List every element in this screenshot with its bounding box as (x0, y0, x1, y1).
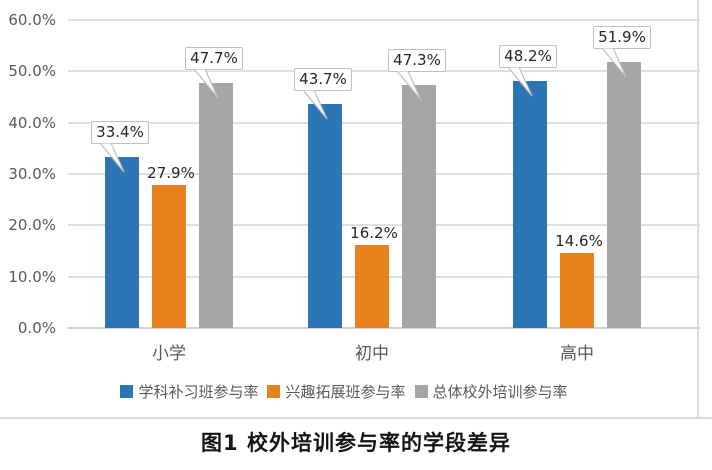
bar (105, 156, 139, 328)
data-label-callout: 47.3% (388, 49, 446, 73)
y-axis-tick-label: 60.0% (8, 11, 56, 29)
y-axis-tick-label: 10.0% (8, 267, 56, 286)
figure-caption: 图1 校外培训参与率的学段差异 (201, 431, 511, 455)
legend-item: 总体校外培训参与率 (414, 381, 568, 402)
data-label-callout: 51.9% (593, 25, 651, 49)
legend-label: 学科补习班参与率 (138, 383, 259, 401)
gridline (68, 327, 700, 329)
bar (355, 244, 389, 328)
y-axis-tick-label: 40.0% (8, 113, 56, 132)
x-axis-category-label: 高中 (560, 344, 594, 364)
y-axis-tick-label: 30.0% (8, 165, 56, 183)
chart-right-border (697, 0, 699, 418)
gridline (68, 224, 700, 227)
data-label-callout: 48.2% (499, 44, 557, 68)
gridline (68, 70, 700, 73)
data-label: 27.9% (147, 163, 195, 182)
y-axis-tick-label: 50.0% (8, 62, 56, 81)
data-label-callout: 43.7% (294, 67, 352, 91)
x-axis-category-label: 小学 (152, 344, 186, 364)
callout-pointer (99, 142, 125, 172)
legend-label: 兴趣拓展班参与率 (285, 383, 406, 401)
bar (607, 61, 641, 328)
callout-pointer (193, 69, 219, 99)
gridline (68, 173, 700, 175)
bar (560, 253, 594, 328)
legend-marker (414, 385, 428, 398)
gridline (68, 121, 700, 124)
legend-item: 兴趣拓展班参与率 (267, 381, 406, 402)
bar (152, 184, 186, 328)
data-label: 14.6% (555, 232, 603, 251)
legend-item: 学科补习班参与率 (120, 381, 258, 402)
x-axis-category-label: 初中 (355, 344, 389, 364)
plot-area: 0.0% 10.0% 20.0% 30.0% 40.0% 50.0% 60.0% 小学 初中 高中… (8, 11, 700, 364)
callout-pointer (601, 47, 627, 77)
y-axis-tick-label: 20.0% (8, 216, 56, 235)
data-label: 16.2% (350, 223, 398, 242)
data-label-callout: 47.7% (185, 47, 243, 71)
legend-label: 总体校外培训参与率 (432, 383, 568, 401)
callout-pointer (396, 71, 422, 101)
divider-line (0, 417, 712, 419)
bar (402, 85, 436, 328)
bar (308, 103, 342, 328)
legend-marker (267, 385, 281, 398)
data-label-callout: 33.4% (91, 120, 149, 144)
callout-pointer (507, 66, 533, 96)
legend-marker (120, 385, 134, 398)
callout-pointer (302, 89, 328, 120)
bar (513, 80, 547, 328)
bar (199, 83, 233, 328)
legend: 学科补习班参与率 兴趣拓展班参与率 总体校外培训参与率 (0, 381, 700, 402)
y-axis-tick-label: 0.0% (17, 319, 56, 337)
gridline (68, 19, 700, 21)
